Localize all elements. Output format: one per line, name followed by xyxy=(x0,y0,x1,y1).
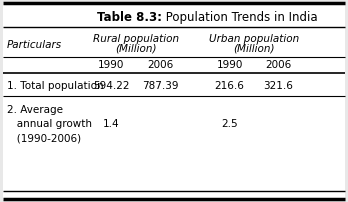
Text: Particulars: Particulars xyxy=(7,40,62,50)
Text: Population Trends in India: Population Trends in India xyxy=(162,11,317,24)
Text: (Million): (Million) xyxy=(233,43,275,54)
Text: Urban population: Urban population xyxy=(209,34,299,44)
Text: 594.22: 594.22 xyxy=(93,81,129,91)
Text: 321.6: 321.6 xyxy=(263,81,293,91)
Text: 1990: 1990 xyxy=(98,60,125,70)
Text: Table 8.3:: Table 8.3: xyxy=(97,11,163,24)
Text: 2. Average: 2. Average xyxy=(7,105,63,115)
Text: Rural population: Rural population xyxy=(93,34,179,44)
Text: 2006: 2006 xyxy=(265,60,292,70)
Text: 216.6: 216.6 xyxy=(215,81,245,91)
Text: 2.5: 2.5 xyxy=(221,119,238,129)
Text: 787.39: 787.39 xyxy=(142,81,178,91)
Text: 1.4: 1.4 xyxy=(103,119,120,129)
Text: 1. Total population: 1. Total population xyxy=(7,81,104,91)
Text: 2006: 2006 xyxy=(147,60,173,70)
Text: (1990-2006): (1990-2006) xyxy=(7,134,81,144)
Text: (Million): (Million) xyxy=(115,43,157,54)
Text: annual growth: annual growth xyxy=(7,119,92,129)
Text: 1990: 1990 xyxy=(216,60,243,70)
